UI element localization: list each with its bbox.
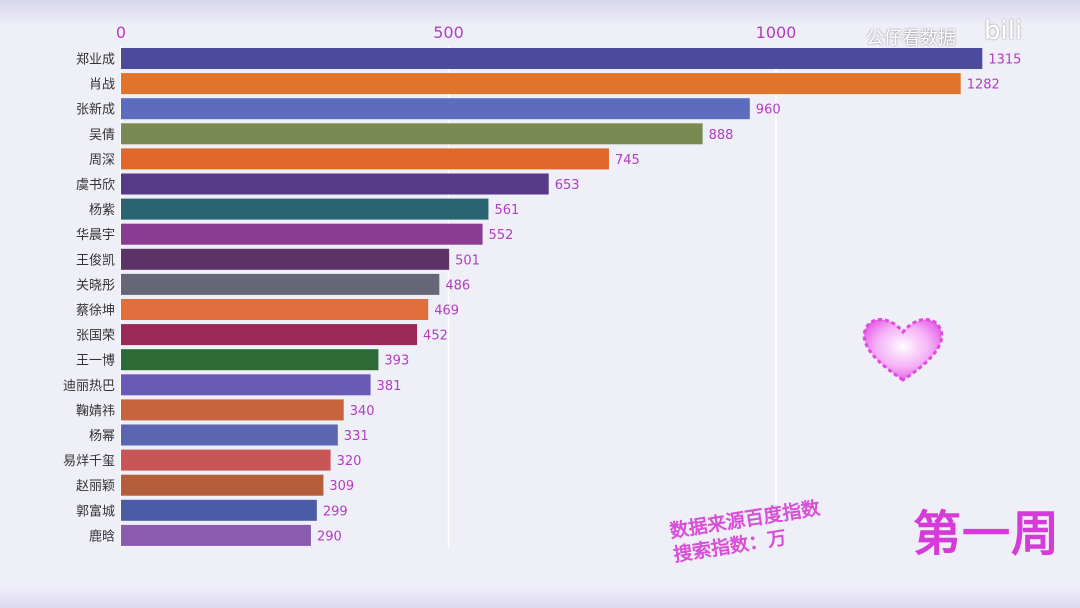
value-label: 393 bbox=[384, 354, 409, 369]
value-label: 290 bbox=[317, 529, 342, 544]
bar bbox=[121, 524, 311, 546]
category-label: 华晨宇 bbox=[76, 228, 115, 243]
heart-icon bbox=[862, 318, 944, 382]
category-label: 杨幂 bbox=[89, 429, 115, 444]
category-label: 张国荣 bbox=[76, 329, 115, 344]
bar bbox=[121, 48, 983, 69]
bar bbox=[121, 474, 324, 496]
bar bbox=[121, 499, 317, 521]
value-label: 486 bbox=[445, 278, 470, 293]
category-label: 赵丽颖 bbox=[76, 479, 115, 494]
bar bbox=[121, 73, 961, 95]
category-label: 杨紫 bbox=[89, 203, 115, 218]
bar bbox=[121, 273, 440, 295]
bar bbox=[121, 399, 344, 421]
value-label: 888 bbox=[709, 128, 734, 143]
category-label: 鞠婧祎 bbox=[76, 404, 115, 419]
bar bbox=[121, 449, 331, 471]
value-label: 452 bbox=[423, 329, 448, 344]
category-label: 周深 bbox=[89, 153, 115, 168]
category-label: 王一博 bbox=[76, 354, 115, 369]
bar bbox=[121, 374, 371, 396]
bar bbox=[121, 148, 609, 170]
category-label: 蔡徐坤 bbox=[76, 304, 115, 319]
bar bbox=[121, 324, 418, 346]
category-label: 王俊凯 bbox=[76, 253, 115, 268]
value-label: 340 bbox=[350, 404, 375, 419]
bar bbox=[121, 173, 549, 195]
bar bbox=[121, 248, 450, 270]
x-tick-label: 500 bbox=[433, 23, 464, 42]
bar bbox=[121, 299, 429, 320]
value-label: 309 bbox=[329, 479, 354, 494]
value-label: 299 bbox=[323, 504, 348, 519]
watermark-text: 公仔看数据 bbox=[866, 28, 956, 49]
video-frame-bottom bbox=[0, 586, 1080, 608]
category-label: 鹿晗 bbox=[89, 528, 115, 544]
bar bbox=[121, 198, 489, 220]
value-label: 552 bbox=[489, 228, 514, 243]
category-label: 迪丽热巴 bbox=[63, 379, 115, 394]
value-label: 561 bbox=[494, 203, 519, 218]
category-label: 虞书欣 bbox=[76, 178, 115, 193]
value-label: 653 bbox=[555, 178, 580, 193]
value-label: 745 bbox=[615, 153, 640, 168]
bar bbox=[121, 223, 483, 245]
category-label: 郭富城 bbox=[76, 503, 115, 519]
category-label: 易烊千玺 bbox=[63, 454, 115, 469]
x-tick-label: 0 bbox=[116, 23, 126, 42]
period-label: 第一周 bbox=[912, 506, 1060, 562]
category-label: 肖战 bbox=[89, 78, 115, 93]
bar bbox=[121, 424, 338, 446]
x-tick-label: 1000 bbox=[756, 23, 797, 42]
value-label: 960 bbox=[756, 103, 781, 118]
category-label: 吴倩 bbox=[89, 128, 115, 143]
value-label: 501 bbox=[455, 253, 480, 268]
bilibili-logo: bili bbox=[984, 16, 1023, 46]
category-label: 郑业成 bbox=[76, 53, 115, 68]
value-label: 469 bbox=[434, 304, 459, 319]
video-frame-top bbox=[0, 0, 1080, 26]
bar bbox=[121, 349, 379, 371]
bar bbox=[121, 98, 750, 120]
category-label: 张新成 bbox=[76, 102, 115, 118]
value-label: 381 bbox=[377, 379, 402, 394]
value-label: 1282 bbox=[967, 78, 1000, 93]
value-label: 331 bbox=[344, 429, 369, 444]
value-label: 1315 bbox=[988, 53, 1021, 68]
value-label: 320 bbox=[337, 454, 362, 469]
category-label: 关晓彤 bbox=[76, 278, 115, 293]
bar bbox=[121, 123, 703, 145]
